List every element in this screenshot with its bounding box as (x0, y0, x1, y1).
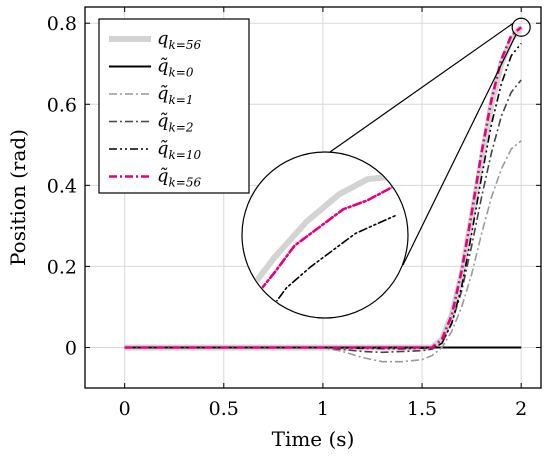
zoom-series-line-0 (243, 173, 399, 303)
x-tick-label: 1.5 (407, 398, 437, 420)
series-line-2 (124, 140, 522, 363)
legend-label-4: q̃k=10 (157, 138, 201, 162)
ticks: 0 0.5 1 1.5 2 0 0.2 0.4 0.6 0.8 (47, 7, 541, 420)
series-line-4 (124, 42, 522, 350)
y-tick-label: 0.8 (47, 13, 77, 35)
x-tick-label: 0.5 (209, 398, 239, 420)
y-axis-label: Position (rad) (6, 129, 30, 266)
legend-label-3: q̃k=2 (157, 111, 194, 135)
legend: qk=56 q̃k=0 q̃k=1 q̃k=2 q̃k=10 q̃k=56 (98, 18, 250, 194)
legend-box (98, 18, 250, 194)
y-tick-label: 0.6 (47, 94, 77, 116)
zoom-series-line-4 (265, 214, 397, 316)
y-tick-label: 0.2 (47, 256, 77, 278)
y-tick-label: 0.4 (47, 175, 77, 197)
plot-frame (84, 6, 542, 389)
zoom-circle (241, 151, 409, 319)
legend-label-1: q̃k=0 (157, 56, 194, 80)
y-tick-label: 0 (65, 337, 77, 359)
zoom-series-line-5 (248, 183, 398, 305)
legend-label-2: q̃k=1 (157, 83, 194, 107)
zoom-content (243, 173, 399, 316)
series-line-3 (124, 79, 522, 354)
series-group (124, 25, 524, 363)
legend-label-5: q̃k=56 (157, 166, 201, 190)
x-tick-label: 1 (317, 398, 329, 420)
x-axis-label: Time (s) (272, 427, 355, 451)
series-line-5 (124, 26, 523, 349)
zoom-connector-bottom (402, 34, 517, 266)
zoom-inset (241, 17, 531, 319)
zoom-connector-top (329, 22, 514, 153)
zoom-marker-circle (511, 17, 531, 37)
x-tick-label: 0 (119, 398, 131, 420)
x-tick-label: 2 (515, 398, 527, 420)
legend-label-0: qk=56 (157, 28, 201, 52)
